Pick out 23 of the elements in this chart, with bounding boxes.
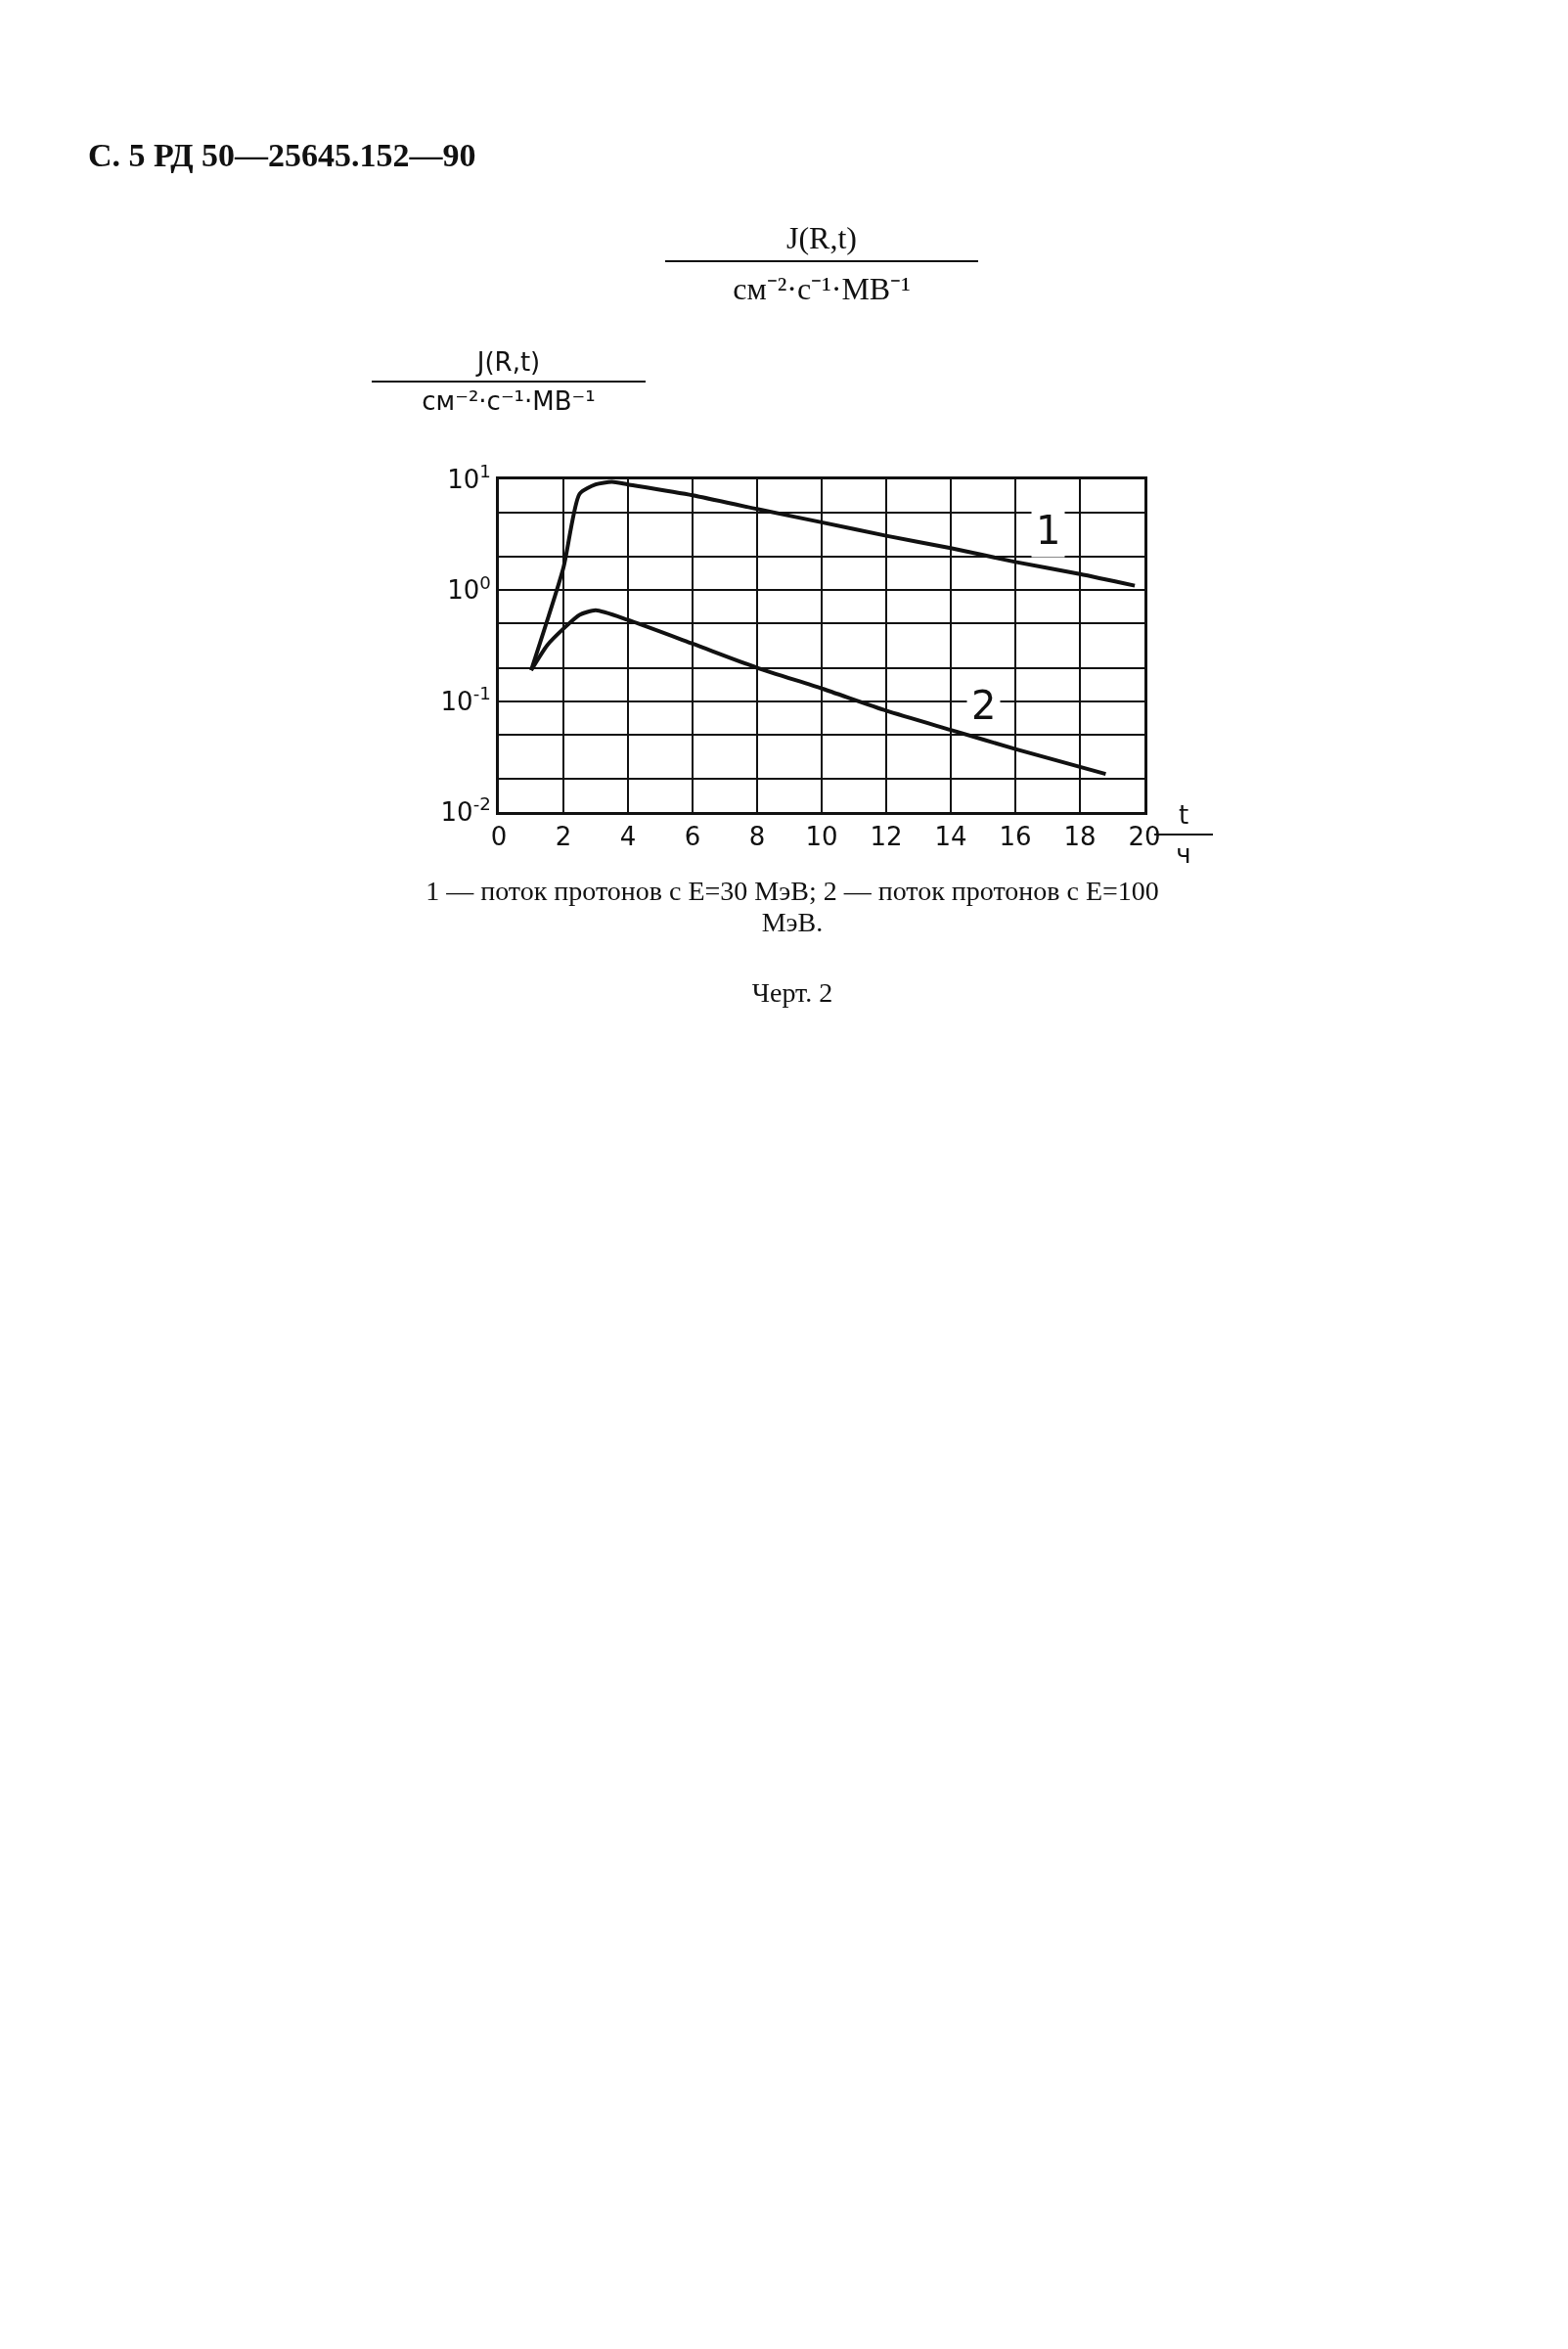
series-label: 2 bbox=[971, 683, 997, 728]
y-axis-title: J(R,t) см⁻²·с⁻¹·МВ⁻¹ bbox=[421, 347, 597, 416]
y-tick-label: 10$^{-2}$ bbox=[440, 793, 491, 828]
text: Черт. 2 bbox=[750, 977, 834, 1009]
x-tick-label: 14 bbox=[934, 822, 967, 852]
text: 1 — поток протонов с E=30 МэВ; 2 — поток протонов с E=100 МэВ. bbox=[425, 876, 1160, 938]
x-axis-title: t ч bbox=[1176, 800, 1191, 869]
x-tick-label: 8 bbox=[748, 822, 766, 852]
x-tick-label: 2 bbox=[555, 822, 572, 852]
x-tick-label: 16 bbox=[999, 822, 1032, 852]
x-tick-label: 6 bbox=[684, 822, 701, 852]
chart-subtitle: J(R,t) см⁻²·с⁻¹·МВ⁻¹ bbox=[732, 220, 912, 308]
x-tick-label: 12 bbox=[870, 822, 903, 852]
x-tick-label: 0 bbox=[490, 822, 508, 852]
y-tick-label: 10$^{1}$ bbox=[447, 461, 491, 495]
y-tick-label: 10$^{0}$ bbox=[447, 571, 491, 606]
chart-title: С. 5 РД 50—25645.152—90 bbox=[88, 137, 476, 174]
x-tick-label: 10 bbox=[805, 822, 838, 852]
y-tick-label: 10$^{-1}$ bbox=[440, 682, 491, 716]
x-tick-label: 4 bbox=[619, 822, 637, 852]
series-label: 1 bbox=[1036, 508, 1061, 553]
x-tick-label: 18 bbox=[1063, 822, 1097, 852]
x-tick-label: 20 bbox=[1128, 822, 1161, 852]
